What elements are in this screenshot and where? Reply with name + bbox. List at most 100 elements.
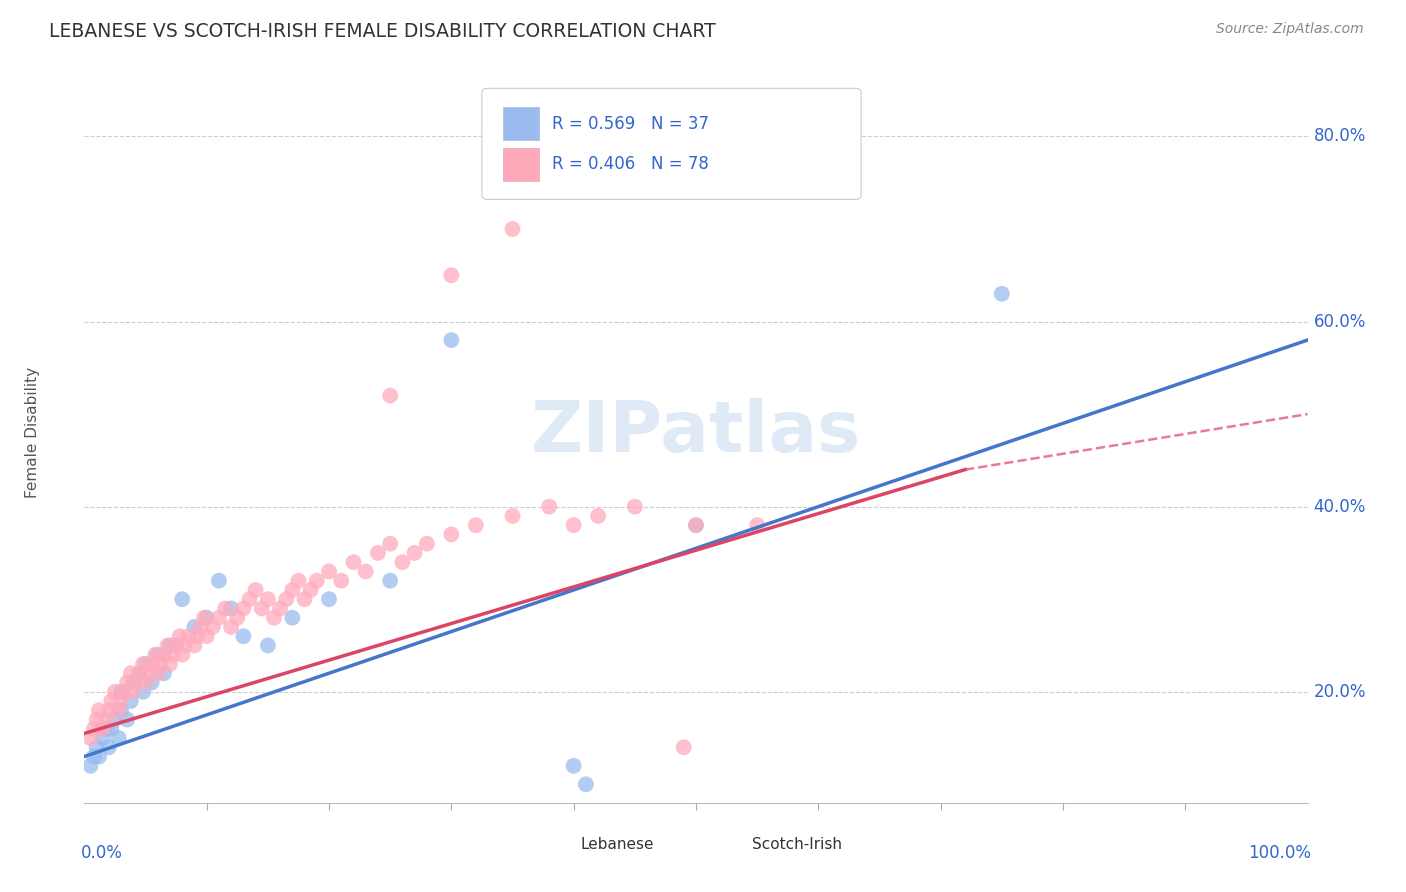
Point [195,629,218,643]
Point [214,601,236,615]
Point [538,500,561,514]
Point [219,601,242,615]
Point [96,722,118,736]
Text: LEBANESE VS SCOTCH-IRISH FEMALE DISABILITY CORRELATION CHART: LEBANESE VS SCOTCH-IRISH FEMALE DISABILI… [49,22,716,41]
Point [159,639,181,653]
Point [135,657,157,671]
Point [281,582,304,597]
Bar [550,832,576,856]
Point [83,749,105,764]
Point [672,740,695,755]
Point [91,731,114,745]
Point [110,703,132,717]
Point [86,713,108,727]
Point [120,666,142,681]
Point [87,703,110,717]
Point [132,657,155,671]
Text: 100.0%: 100.0% [1249,844,1312,862]
Point [380,574,402,588]
Point [128,666,150,681]
Point [440,527,463,541]
Point [153,648,176,662]
Point [238,592,260,607]
Text: Female Disability: Female Disability [25,367,41,499]
Text: 60.0%: 60.0% [1313,312,1367,331]
Point [208,574,231,588]
Point [79,731,101,745]
Text: 20.0%: 20.0% [1313,682,1367,701]
Point [232,629,254,643]
Point [201,620,224,634]
Text: ZIPatlas: ZIPatlas [531,398,860,467]
Point [97,740,120,755]
Point [464,518,486,533]
Text: 0.0%: 0.0% [80,844,122,862]
Point [115,713,138,727]
Point [122,675,145,690]
Text: 40.0%: 40.0% [1313,498,1367,516]
Point [575,777,598,791]
Point [281,610,304,624]
Point [416,536,439,550]
Point [104,713,127,727]
Point [83,722,105,736]
Point [232,601,254,615]
Point [136,666,159,681]
Point [991,286,1014,301]
Point [190,620,212,634]
Point [685,518,707,533]
Point [245,582,267,597]
Point [193,610,215,624]
Text: Lebanese: Lebanese [581,837,654,852]
Point [107,731,129,745]
Point [250,601,273,615]
Point [79,758,101,772]
Point [97,703,120,717]
Point [685,518,707,533]
Point [112,685,135,699]
Point [294,592,316,607]
Point [120,694,142,708]
Point [141,675,163,690]
Point [263,610,285,624]
Point [169,629,191,643]
Point [624,500,647,514]
Bar [720,832,748,856]
Point [110,694,132,708]
Point [562,758,585,772]
Point [183,620,205,634]
Point [440,268,463,283]
Point [354,565,377,579]
Point [162,648,184,662]
Point [440,333,463,347]
Point [107,703,129,717]
Point [208,610,231,624]
Point [183,639,205,653]
Point [86,740,108,755]
Point [562,518,585,533]
Point [172,648,194,662]
Point [100,722,122,736]
Point [91,722,114,736]
Point [172,592,194,607]
Point [586,508,609,523]
Point [380,389,402,403]
Point [153,666,176,681]
Point [156,639,179,653]
Text: Scotch-Irish: Scotch-Irish [752,837,842,852]
Point [391,555,413,569]
Bar [503,147,540,181]
Point [367,546,389,560]
Point [149,657,172,671]
Point [165,639,187,653]
Text: R = 0.569   N = 37: R = 0.569 N = 37 [551,114,709,133]
Point [128,666,150,681]
Point [219,620,242,634]
Text: Source: ZipAtlas.com: Source: ZipAtlas.com [1216,22,1364,37]
Bar [503,107,540,140]
Point [276,592,298,607]
Point [135,675,157,690]
Point [104,685,127,699]
Point [747,518,769,533]
Text: R = 0.406   N = 78: R = 0.406 N = 78 [551,155,709,173]
